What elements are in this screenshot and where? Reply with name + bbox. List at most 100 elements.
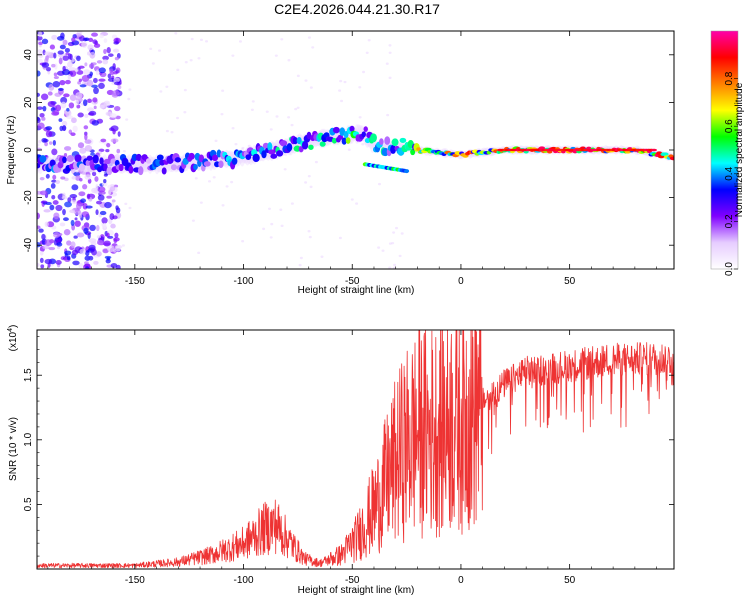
noise-blob xyxy=(43,138,49,143)
noise-blob xyxy=(81,74,90,82)
noise-blob xyxy=(88,37,94,43)
colorbar-tick-label: 0.6 xyxy=(724,119,735,133)
noise-blob xyxy=(190,37,194,41)
noise-blob xyxy=(57,50,64,55)
noise-blob xyxy=(127,97,131,101)
noise-blob xyxy=(39,257,44,263)
noise-blob xyxy=(110,138,119,143)
noise-blob xyxy=(231,127,235,130)
noise-blob xyxy=(361,143,365,146)
noise-blob xyxy=(76,55,81,62)
noise-blob xyxy=(98,78,106,82)
noise-blob xyxy=(386,113,390,117)
noise-blob xyxy=(388,76,392,80)
noise-blob xyxy=(112,128,116,135)
noise-blob xyxy=(189,59,193,62)
noise-blob xyxy=(76,232,85,238)
noise-blob xyxy=(63,93,70,98)
noise-blob xyxy=(230,180,234,184)
noise-blob xyxy=(52,81,61,88)
ridge-blob xyxy=(216,149,222,158)
noise-blob xyxy=(304,181,308,184)
noise-blob xyxy=(43,209,51,213)
ridge-blob xyxy=(110,158,117,164)
noise-blob xyxy=(385,62,389,65)
noise-blob xyxy=(241,240,245,243)
ridge-blob xyxy=(399,137,407,143)
noise-blob xyxy=(83,99,88,107)
noise-blob xyxy=(77,142,85,149)
noise-blob xyxy=(39,177,45,181)
ridge-blob xyxy=(267,142,273,151)
ridge-blob xyxy=(416,147,421,151)
ridge-blob xyxy=(296,136,302,145)
noise-blob xyxy=(65,79,71,85)
noise-blob xyxy=(62,39,68,46)
noise-blob xyxy=(338,236,342,240)
noise-blob xyxy=(241,146,245,150)
noise-blob xyxy=(90,152,95,156)
noise-blob xyxy=(225,185,229,188)
noise-blob xyxy=(41,38,49,45)
noise-blob xyxy=(59,44,66,50)
noise-blob xyxy=(64,201,72,208)
ridge-blob xyxy=(337,134,344,140)
noise-blob xyxy=(62,208,66,216)
snr-x-tick-label: -100 xyxy=(234,575,254,586)
spectrogram-panel: -150 -100 -50 0 50 -40 -20 0 20 40 Height of str… xyxy=(6,30,675,296)
ridge-blob xyxy=(341,137,347,145)
noise-blob xyxy=(84,261,89,265)
noise-blob xyxy=(37,117,41,124)
noise-blob xyxy=(251,100,255,103)
noise-blob xyxy=(92,97,98,103)
noise-blob xyxy=(377,182,381,186)
noise-blob xyxy=(70,132,76,136)
noise-blob xyxy=(59,79,66,86)
noise-blob xyxy=(75,99,79,106)
spectrogram-y-tick-label: 0 xyxy=(23,147,34,153)
noise-blob xyxy=(283,168,287,171)
noise-blob xyxy=(45,66,52,72)
noise-blob xyxy=(87,112,95,116)
noise-blob xyxy=(84,114,89,118)
noise-blob xyxy=(338,89,342,92)
noise-blob xyxy=(104,201,112,209)
noise-blob xyxy=(37,147,43,151)
noise-blob xyxy=(388,51,392,54)
noise-blob xyxy=(262,227,266,231)
ridge-blob xyxy=(331,137,337,144)
noise-blob xyxy=(37,212,41,220)
ridge-blob xyxy=(85,159,91,167)
noise-blob xyxy=(307,174,311,178)
noise-blob xyxy=(279,208,283,211)
ridge-blob xyxy=(370,133,377,143)
ridge-blob xyxy=(379,138,384,145)
noise-blob xyxy=(53,75,59,80)
noise-blob xyxy=(377,246,381,249)
noise-blob xyxy=(51,63,56,68)
noise-blob xyxy=(170,131,174,134)
noise-blob xyxy=(85,266,90,269)
noise-blob xyxy=(37,49,43,53)
noise-blob xyxy=(207,180,211,183)
noise-blob xyxy=(41,116,46,121)
spectrogram-x-tick-label: 0 xyxy=(458,276,464,287)
noise-blob xyxy=(113,81,122,86)
noise-blob xyxy=(110,223,116,229)
noise-blob xyxy=(44,51,52,56)
ridge-blob xyxy=(145,158,152,164)
noise-blob xyxy=(48,246,56,251)
spectrogram-y-tick-label: 20 xyxy=(23,96,34,108)
snr-y-tick-label: 1.0 xyxy=(23,432,34,446)
noise-blob xyxy=(114,153,121,161)
noise-blob xyxy=(388,266,392,269)
snr-x-tick-label: 50 xyxy=(564,575,576,586)
ridge-blob xyxy=(188,152,195,160)
noise-blob xyxy=(309,86,313,89)
spectrogram-x-tick-label: -100 xyxy=(234,276,254,287)
snr-multiplier-base: (x10 xyxy=(8,331,19,351)
noise-blob xyxy=(103,102,111,107)
colorbar-tick-label: 0.8 xyxy=(724,71,735,85)
noise-blob xyxy=(270,222,274,226)
noise-blob xyxy=(114,105,121,112)
